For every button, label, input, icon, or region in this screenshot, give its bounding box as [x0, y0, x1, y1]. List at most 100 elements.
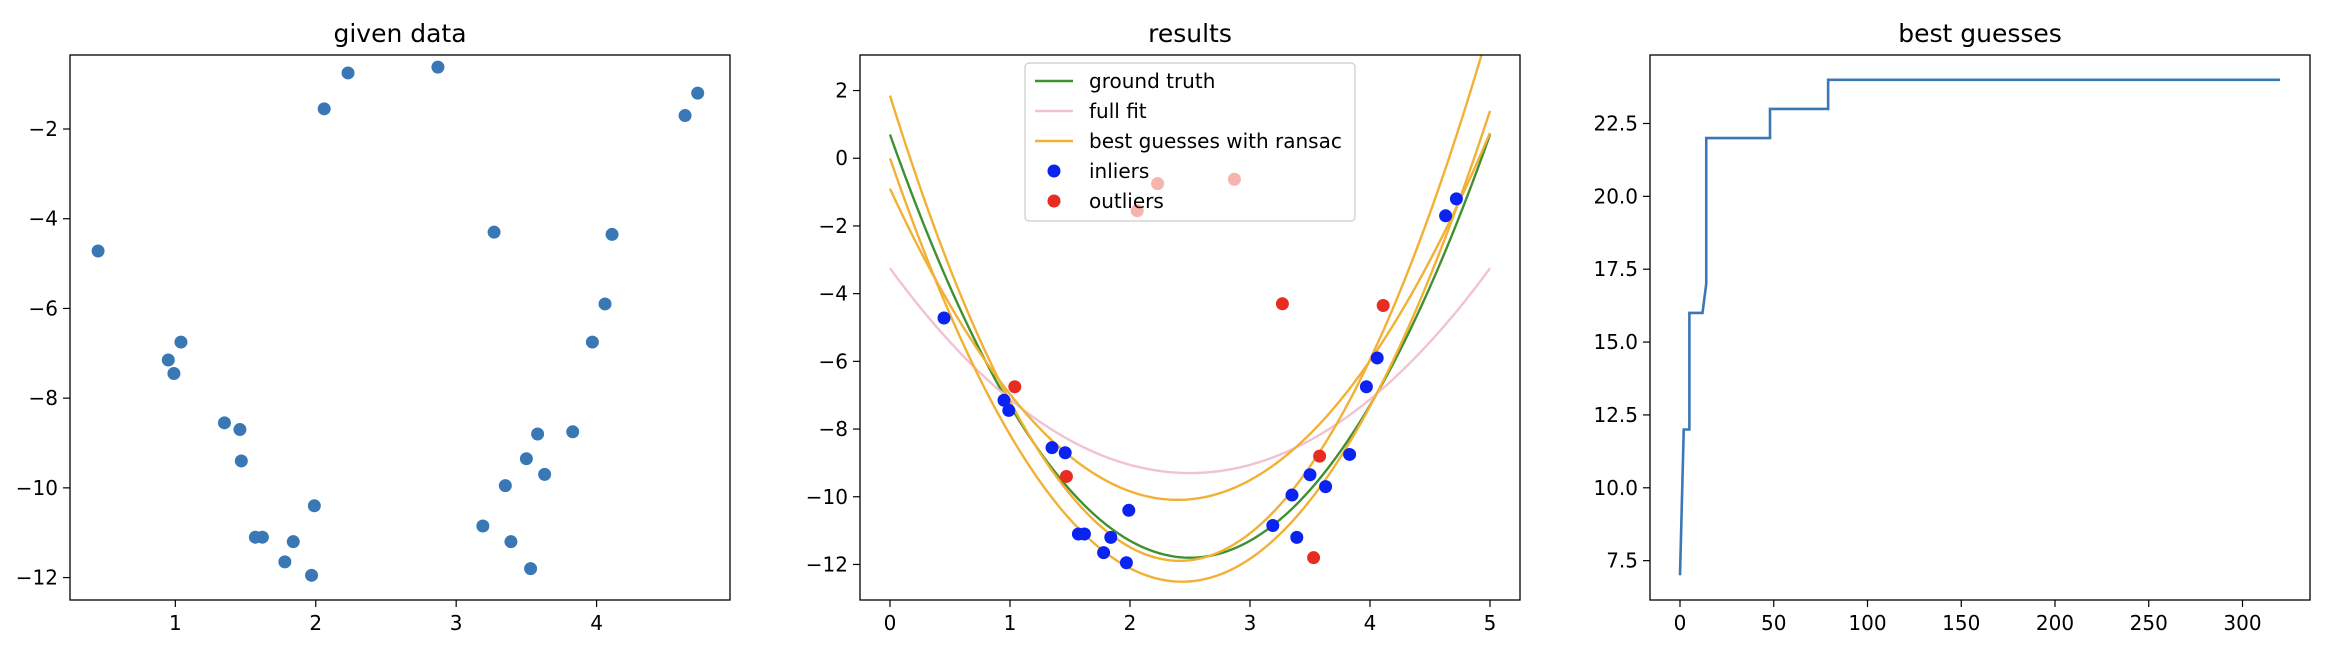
- y-tick-label: 22.5: [1593, 111, 1638, 135]
- legend-label: inliers: [1089, 159, 1149, 183]
- inlier-point: [1290, 530, 1304, 544]
- ransac-guess-curve: [888, 110, 1492, 583]
- y-tick-label: 17.5: [1593, 257, 1638, 281]
- inlier-point: [1303, 468, 1317, 482]
- outlier-point: [1275, 297, 1289, 311]
- inlier-point: [1319, 480, 1333, 494]
- outlier-point: [1059, 469, 1073, 483]
- inlier-point: [1266, 519, 1280, 533]
- y-tick-label: 2: [835, 79, 848, 103]
- inlier-point: [1359, 380, 1373, 394]
- data-point: [278, 555, 292, 569]
- inlier-point: [1439, 209, 1453, 223]
- inlier-point: [937, 311, 951, 325]
- x-tick-label: 150: [1942, 611, 1980, 635]
- x-tick-label: 2: [309, 611, 322, 635]
- chart-title: given data: [333, 19, 466, 48]
- x-tick-label: 5: [1484, 611, 1497, 635]
- chart-title: results: [1148, 19, 1232, 48]
- inlier-point: [1077, 527, 1091, 541]
- x-tick-label: 300: [2223, 611, 2261, 635]
- data-point: [498, 479, 512, 493]
- y-tick-label: −8: [29, 386, 58, 410]
- data-point: [91, 244, 105, 258]
- x-tick-label: 0: [884, 611, 897, 635]
- data-point: [234, 454, 248, 468]
- data-point: [305, 568, 319, 582]
- data-point: [255, 530, 269, 544]
- y-tick-label: −2: [29, 117, 58, 141]
- x-tick-label: 2: [1124, 611, 1137, 635]
- outlier-point-under-legend: [1130, 204, 1144, 218]
- x-tick-label: 4: [590, 611, 603, 635]
- data-point: [307, 499, 321, 513]
- data-point: [538, 467, 552, 481]
- plot-frame: [69, 54, 731, 601]
- data-point: [476, 519, 490, 533]
- inlier-point: [1449, 192, 1463, 206]
- legend-marker-swatch: [1047, 194, 1061, 208]
- inlier-point: [1104, 530, 1118, 544]
- x-tick-label: 200: [2036, 611, 2074, 635]
- data-point: [217, 416, 231, 430]
- data-point: [598, 297, 612, 311]
- outlier-point: [1008, 380, 1022, 394]
- y-tick-label: −10: [16, 476, 58, 500]
- legend-overlap-points: [1130, 172, 1241, 218]
- outlier-point-under-legend: [1227, 172, 1241, 186]
- data-point: [341, 66, 355, 80]
- x-tick-label: 50: [1761, 611, 1786, 635]
- panel-best-guesses: best guesses 0 50 100 150 200 250 300 7.5 10.0 12.…: [1593, 19, 2311, 635]
- chart-title: best guesses: [1898, 19, 2062, 48]
- x-tick-label: 3: [1244, 611, 1257, 635]
- x-tick-label: 250: [2130, 611, 2168, 635]
- data-point: [431, 60, 445, 74]
- data-point: [286, 535, 300, 549]
- inlier-point: [997, 393, 1011, 407]
- legend: ground truth full fit best guesses with ra…: [1024, 62, 1356, 222]
- y-tick-label: 7.5: [1606, 549, 1638, 573]
- data-point: [585, 335, 599, 349]
- legend-label: ground truth: [1089, 69, 1215, 93]
- data-point: [487, 225, 501, 239]
- data-point: [691, 86, 705, 100]
- data-point: [524, 562, 538, 576]
- y-tick-label: 20.0: [1593, 184, 1638, 208]
- data-point: [317, 102, 331, 116]
- plot-content: [888, 55, 1492, 583]
- y-tick-label: 0: [835, 146, 848, 170]
- x-tick-label: 0: [1674, 611, 1687, 635]
- x-tick-label: 4: [1364, 611, 1377, 635]
- inlier-point: [1097, 546, 1111, 560]
- data-point: [605, 227, 619, 241]
- y-tick-label: −8: [819, 417, 848, 441]
- ransac-guess-curve: [888, 55, 1483, 563]
- legend-label: outliers: [1089, 189, 1164, 213]
- panel-results: results 0 1 2 3 4 5 −12 −10 −8 −6 −4 −2 0 2 ground trut…: [806, 19, 1521, 635]
- plot-content: [1678, 78, 2280, 576]
- data-point: [519, 452, 533, 466]
- x-tick-label: 100: [1848, 611, 1886, 635]
- inlier-point: [1045, 441, 1059, 455]
- x-tick-label: 1: [1004, 611, 1017, 635]
- y-tick-label: −4: [819, 282, 848, 306]
- y-tick-label: −2: [819, 214, 848, 238]
- inlier-point: [1285, 488, 1299, 502]
- inlier-point: [1058, 446, 1072, 460]
- data-point: [678, 109, 692, 123]
- inlier-point: [1002, 403, 1016, 417]
- data-point: [161, 353, 175, 367]
- y-tick-label: −10: [806, 485, 848, 509]
- y-tick-label: 10.0: [1593, 476, 1638, 500]
- best-guess-line: [1678, 78, 2280, 576]
- outlier-point: [1307, 551, 1321, 565]
- outlier-point: [1313, 449, 1327, 463]
- x-tick-label: 3: [450, 611, 463, 635]
- y-tick-label: −12: [806, 552, 848, 576]
- x-tick-label: 1: [169, 611, 182, 635]
- plot-frame: [859, 54, 1521, 601]
- legend-box: [1024, 62, 1356, 222]
- inlier-point: [1343, 447, 1357, 461]
- data-point: [174, 335, 188, 349]
